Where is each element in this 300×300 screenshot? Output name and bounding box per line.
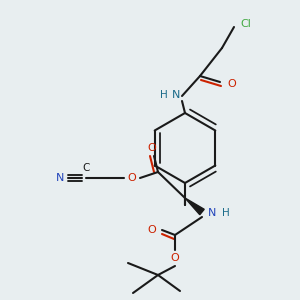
- Text: H: H: [222, 208, 230, 218]
- Text: C: C: [82, 163, 90, 173]
- Text: O: O: [148, 143, 156, 153]
- Text: O: O: [148, 225, 156, 235]
- Text: N: N: [208, 208, 216, 218]
- Text: Cl: Cl: [241, 19, 251, 29]
- Text: O: O: [228, 79, 236, 89]
- Text: N: N: [172, 90, 180, 100]
- Text: O: O: [171, 253, 179, 263]
- Text: H: H: [160, 90, 168, 100]
- Text: O: O: [128, 173, 136, 183]
- Polygon shape: [185, 198, 204, 215]
- Text: N: N: [56, 173, 64, 183]
